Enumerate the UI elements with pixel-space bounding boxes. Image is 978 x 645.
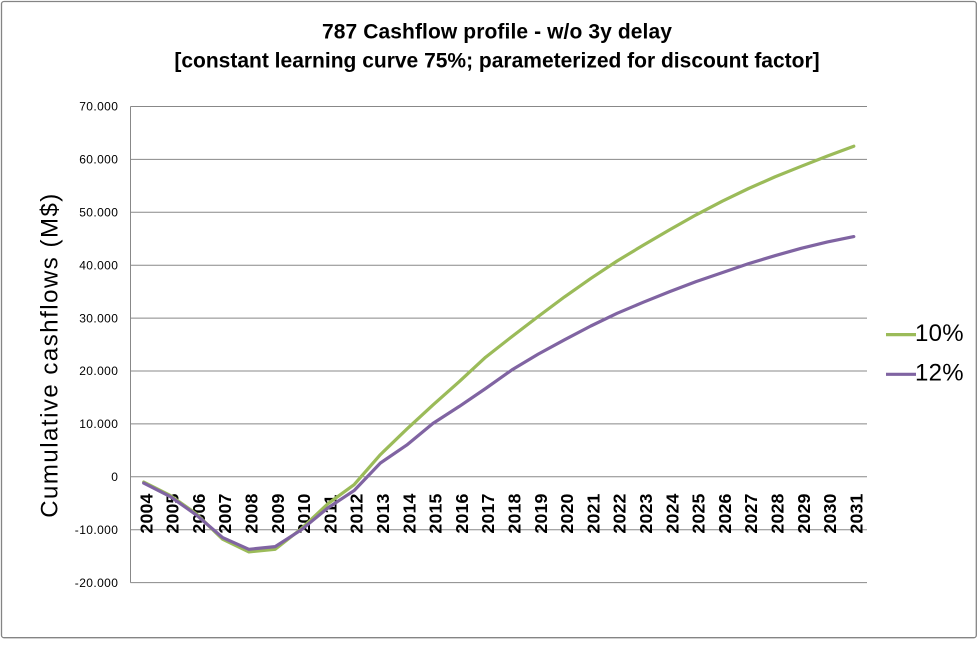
svg-text:2029: 2029 xyxy=(794,493,814,533)
svg-text:-20.000: -20.000 xyxy=(75,576,119,590)
svg-text:2031: 2031 xyxy=(846,493,866,533)
svg-text:2024: 2024 xyxy=(662,493,682,533)
svg-text:2009: 2009 xyxy=(268,493,288,533)
svg-text:[constant learning curve 75%;: [constant learning curve 75%; parameteri… xyxy=(174,50,819,73)
svg-text:2021: 2021 xyxy=(583,493,603,533)
svg-text:50.000: 50.000 xyxy=(79,206,118,220)
svg-text:2015: 2015 xyxy=(426,493,446,533)
svg-text:2016: 2016 xyxy=(452,493,472,533)
svg-text:60.000: 60.000 xyxy=(79,153,118,167)
svg-text:2007: 2007 xyxy=(215,493,235,533)
svg-text:12%: 12% xyxy=(915,360,964,387)
svg-text:2027: 2027 xyxy=(741,493,761,533)
svg-text:787 Cashflow profile - w/o 3y: 787 Cashflow profile - w/o 3y delay xyxy=(322,21,672,44)
svg-text:2020: 2020 xyxy=(557,493,577,533)
svg-text:2014: 2014 xyxy=(399,493,419,533)
svg-text:2022: 2022 xyxy=(610,493,630,533)
svg-text:2008: 2008 xyxy=(242,493,262,533)
svg-text:70.000: 70.000 xyxy=(79,100,118,114)
svg-text:40.000: 40.000 xyxy=(79,258,118,272)
svg-text:2025: 2025 xyxy=(689,493,709,533)
svg-text:2012: 2012 xyxy=(347,493,367,533)
svg-text:2004: 2004 xyxy=(136,493,156,533)
svg-text:2013: 2013 xyxy=(373,493,393,533)
svg-text:2028: 2028 xyxy=(768,493,788,533)
svg-text:2030: 2030 xyxy=(820,493,840,533)
svg-text:2023: 2023 xyxy=(636,493,656,533)
svg-text:Cumulative cashflows (M$): Cumulative cashflows (M$) xyxy=(37,192,64,518)
svg-text:10.000: 10.000 xyxy=(79,417,118,431)
svg-text:30.000: 30.000 xyxy=(79,311,118,325)
svg-text:2019: 2019 xyxy=(531,493,551,533)
svg-text:-10.000: -10.000 xyxy=(75,523,119,537)
svg-text:10%: 10% xyxy=(915,320,964,347)
svg-text:0: 0 xyxy=(111,470,118,484)
svg-text:2018: 2018 xyxy=(505,493,525,533)
svg-text:2017: 2017 xyxy=(478,493,498,533)
svg-text:2026: 2026 xyxy=(715,493,735,533)
svg-text:20.000: 20.000 xyxy=(79,364,118,378)
